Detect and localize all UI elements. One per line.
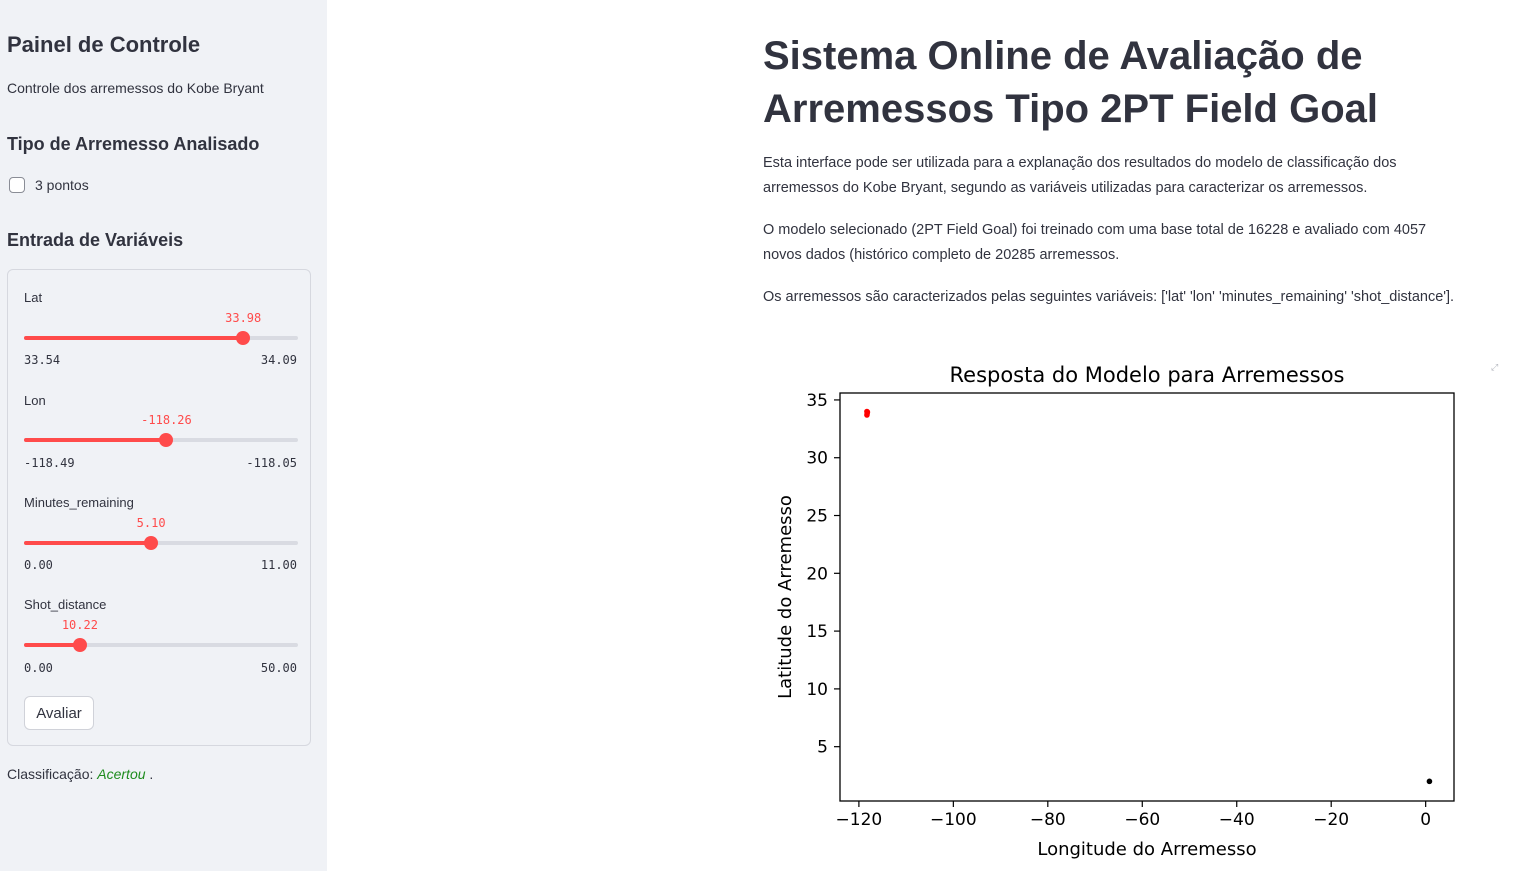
y-tick-label: 10	[806, 680, 828, 700]
slider-minutes-thumb[interactable]	[144, 536, 159, 550]
page-title: Sistema Online de Avaliação de Arremesso…	[763, 34, 1378, 131]
slider-distance-label: Shot_distance	[24, 597, 107, 612]
model-paragraph: O modelo selecionado (2PT Field Goal) fo…	[763, 222, 1427, 263]
slider-minutes-label: Minutes_remaining	[24, 495, 134, 510]
variables-paragraph: Os arremessos são caracterizados pelas s…	[763, 289, 1455, 305]
sidebar-title: Painel de Controle	[7, 32, 201, 57]
x-tick-label: −20	[1313, 810, 1349, 830]
input-form: Lat 33.98 33.54 34.09 Lon -118.26 -118.4…	[7, 269, 311, 746]
slider-distance[interactable]: 10.22	[24, 618, 298, 652]
slider-minutes-fill	[24, 541, 152, 545]
x-tick-label: −100	[930, 810, 977, 830]
result-value: Acertou	[97, 766, 146, 782]
slider-distance-min: 0.00	[24, 661, 53, 675]
slider-lat-label: Lat	[24, 290, 43, 305]
slider-lon-min: -118.49	[24, 456, 75, 470]
slider-lat-thumb[interactable]	[236, 331, 251, 345]
y-tick-label: 15	[806, 622, 828, 642]
slider-distance-fill	[24, 643, 80, 647]
plot-frame	[839, 392, 1455, 802]
sidebar-subtitle: Controle dos arremessos do Kobe Bryant	[7, 80, 264, 96]
data-point	[1426, 778, 1433, 785]
slider-lat[interactable]: 33.98	[24, 311, 298, 345]
slider-minutes-value: 5.10	[136, 516, 166, 530]
result-suffix: .	[149, 766, 154, 782]
chart-title: Resposta do Modelo para Arremessos	[950, 363, 1345, 387]
x-tick-label: −120	[836, 810, 883, 830]
slider-lon-fill	[24, 438, 167, 442]
checkbox-label: 3 pontos	[35, 177, 89, 193]
x-tick-label: −40	[1219, 810, 1255, 830]
chart-x-label: Longitude do Arremesso	[1037, 839, 1256, 860]
scatter-chart: Resposta do Modelo para Arremessos Longi…	[775, 363, 1455, 860]
result-prefix: Classificação:	[7, 766, 94, 782]
y-tick-label: 30	[806, 449, 828, 469]
sidebar: Painel de Controle Controle dos arremess…	[0, 0, 327, 871]
slider-lon-label: Lon	[24, 393, 46, 408]
slider-lon-value: -118.26	[141, 413, 192, 427]
classification-result: Classificação: Acertou .	[7, 766, 153, 782]
slider-lat-min: 33.54	[24, 353, 61, 367]
chart-marks: −120 −100 −80 −60 −40 −20 0 5 10 15 20 25 30 35	[806, 391, 1433, 830]
slider-lat-value: 33.98	[225, 311, 262, 325]
y-tick-label: 25	[806, 507, 828, 527]
slider-distance-thumb[interactable]	[72, 638, 87, 652]
slider-distance-max: 50.00	[260, 661, 297, 675]
y-tick-label: 20	[806, 564, 828, 584]
three-points-checkbox[interactable]: 3 pontos	[9, 177, 89, 193]
data-point	[864, 409, 871, 415]
slider-minutes-min: 0.00	[24, 558, 53, 572]
slider-distance-value: 10.22	[61, 618, 98, 632]
evaluate-button[interactable]: Avaliar	[24, 696, 94, 730]
inputs-heading: Entrada de Variáveis	[7, 230, 184, 250]
slider-lon-max: -118.05	[246, 456, 297, 470]
y-tick-label: 5	[817, 738, 828, 758]
y-tick-label: 35	[806, 391, 828, 411]
x-tick-label: −80	[1030, 810, 1066, 830]
slider-minutes[interactable]: 5.10	[24, 516, 298, 550]
x-tick-label: 0	[1420, 810, 1431, 830]
fullscreen-icon[interactable]: ⤢	[1491, 362, 1499, 372]
intro-paragraph: Esta interface pode ser utilizada para a…	[763, 155, 1397, 196]
checkbox-box[interactable]	[9, 177, 25, 193]
slider-lat-fill	[24, 336, 244, 340]
chart-y-label: Latitude do Arremesso	[775, 495, 796, 699]
slider-lon[interactable]: -118.26	[24, 413, 298, 447]
shot-type-heading: Tipo de Arremesso Analisado	[7, 134, 260, 154]
x-tick-label: −60	[1124, 810, 1160, 830]
slider-lat-max: 34.09	[260, 353, 297, 367]
slider-lon-thumb[interactable]	[159, 433, 174, 447]
slider-minutes-max: 11.00	[260, 558, 297, 572]
